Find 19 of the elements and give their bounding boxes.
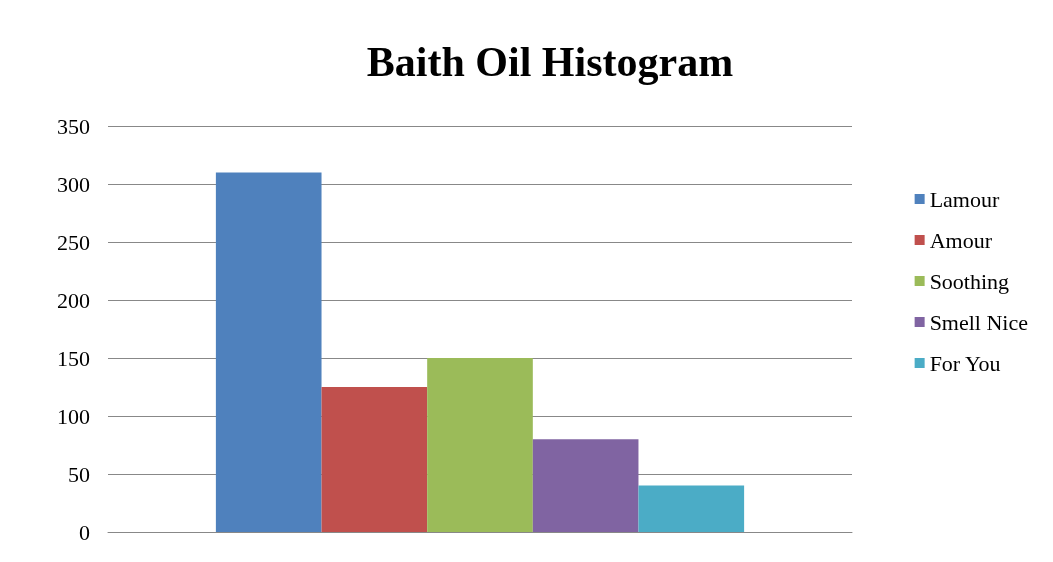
bar [427, 358, 533, 532]
chart-title: Baith Oil Histogram [366, 39, 734, 85]
legend-label: Lamour [929, 186, 1000, 212]
bar [215, 172, 322, 532]
bar [638, 485, 745, 532]
y-tick-label: 250 [57, 229, 90, 255]
y-tick-label: 200 [57, 287, 90, 313]
y-tick-label: 150 [57, 345, 90, 371]
y-tick-label: 350 [57, 113, 90, 139]
legend-label: Smell Nice [929, 309, 1029, 335]
y-tick-label: 100 [57, 403, 90, 429]
legend-label: Amour [929, 227, 993, 253]
y-tick-label: 300 [57, 171, 90, 197]
y-tick-label: 0 [79, 519, 90, 545]
legend-label: Soothing [929, 268, 1010, 294]
bar [532, 439, 639, 532]
bar [321, 387, 428, 532]
y-tick-label: 50 [68, 461, 90, 487]
legend-label: For You [929, 350, 1001, 376]
